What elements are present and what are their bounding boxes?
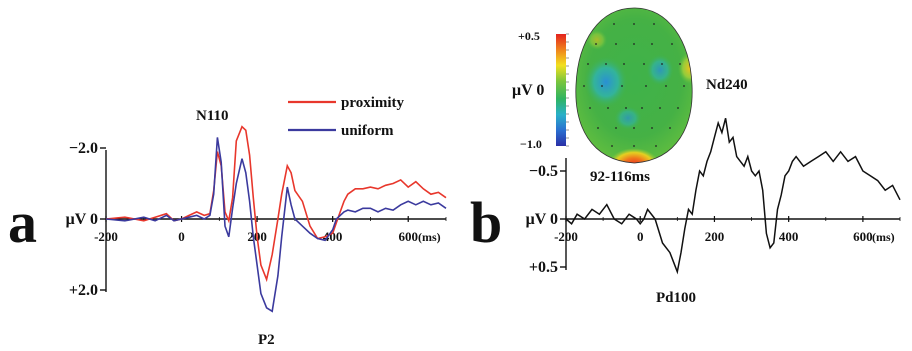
series-line-proximity <box>105 125 447 283</box>
colorbar-ticks <box>566 33 569 147</box>
legend: proximity uniform <box>288 95 405 139</box>
electrode-dot <box>607 107 609 109</box>
electrode-dot <box>589 107 591 109</box>
electrode-dot <box>661 63 663 65</box>
panel-b-chart: −0.5 μV 0 +0.5 -200 0 200 400 600 (ms) Nd240 P… <box>526 77 901 306</box>
colorbar <box>556 34 566 146</box>
electrode-dot <box>615 127 617 129</box>
x-tick-label: 600 <box>398 229 418 244</box>
electrode-dot <box>659 107 661 109</box>
y-tick-label: μV 0 <box>526 211 558 228</box>
x-tick-label: 600 <box>853 229 873 244</box>
annotation-p2: P2 <box>258 332 275 348</box>
electrode-dot <box>655 145 657 147</box>
annotation-n110: N110 <box>196 108 229 124</box>
y-tick-label: μV 0 <box>66 211 98 228</box>
topomap-time-range: 92-116ms <box>590 169 650 185</box>
electrode-dot <box>669 127 671 129</box>
electrode-dot <box>651 127 653 129</box>
electrode-dot <box>633 145 635 147</box>
y-tick-label: +0.5 <box>529 259 558 276</box>
series-line-difference <box>565 118 901 275</box>
electrode-dot <box>651 43 653 45</box>
x-tick-label: -200 <box>94 229 118 244</box>
electrode-dot <box>677 107 679 109</box>
electrode-dot <box>679 63 681 65</box>
electrode-dot <box>623 63 625 65</box>
electrode-dot <box>665 85 667 87</box>
x-tick-label: 400 <box>779 229 799 244</box>
electrode-dot <box>597 127 599 129</box>
electrode-dot <box>641 107 643 109</box>
legend-label-proximity: proximity <box>341 95 405 111</box>
electrode-dot <box>671 43 673 45</box>
electrode-dot <box>583 85 585 87</box>
electrode-dots <box>583 23 685 147</box>
scalp-map <box>575 8 693 163</box>
electrode-dot <box>645 85 647 87</box>
x-tick-label: 400 <box>323 229 343 244</box>
series-line-uniform <box>105 137 447 313</box>
electrode-dot <box>595 43 597 45</box>
colorbar-top-label: +0.5 <box>518 29 540 43</box>
topographic-map: +0.5 μV 0 −1.0 92-116ms <box>512 7 693 185</box>
electrode-dot <box>621 85 623 87</box>
legend-label-uniform: uniform <box>341 123 394 139</box>
electrode-dot <box>625 107 627 109</box>
electrode-dot <box>643 63 645 65</box>
x-tick-label: 0 <box>637 229 644 244</box>
x-tick-label: -200 <box>554 229 578 244</box>
electrode-dot <box>587 63 589 65</box>
colorbar-bottom-label: −1.0 <box>520 137 542 151</box>
electrode-dot <box>633 23 635 25</box>
y-tick-label: −2.0 <box>69 140 98 157</box>
electrode-dot <box>611 145 613 147</box>
electrode-dot <box>613 23 615 25</box>
x-tick-label: 0 <box>178 229 185 244</box>
electrode-dot <box>633 127 635 129</box>
y-tick-label: −0.5 <box>529 163 558 180</box>
colorbar-unit-label: μV 0 <box>512 82 544 99</box>
electrode-dot <box>633 43 635 45</box>
electrode-dot <box>615 43 617 45</box>
panel-letter-b: b <box>470 190 502 255</box>
electrode-dot <box>653 23 655 25</box>
panel-a-chart: −2.0μV 0+2.0 -200 0 200 400 600 (ms) N110 P2… <box>66 95 447 348</box>
panel-a-x-unit: (ms) <box>418 230 441 244</box>
y-tick-label: +2.0 <box>69 282 98 299</box>
annotation-nd240: Nd240 <box>706 77 748 93</box>
panel-b-x-unit: (ms) <box>872 230 895 244</box>
electrode-dot <box>605 63 607 65</box>
x-tick-label: 200 <box>705 229 725 244</box>
head-outline <box>575 7 693 164</box>
annotation-pd100: Pd100 <box>656 290 696 306</box>
panel-letter-a: a <box>8 190 37 255</box>
electrode-dot <box>601 85 603 87</box>
electrode-dot <box>683 85 685 87</box>
